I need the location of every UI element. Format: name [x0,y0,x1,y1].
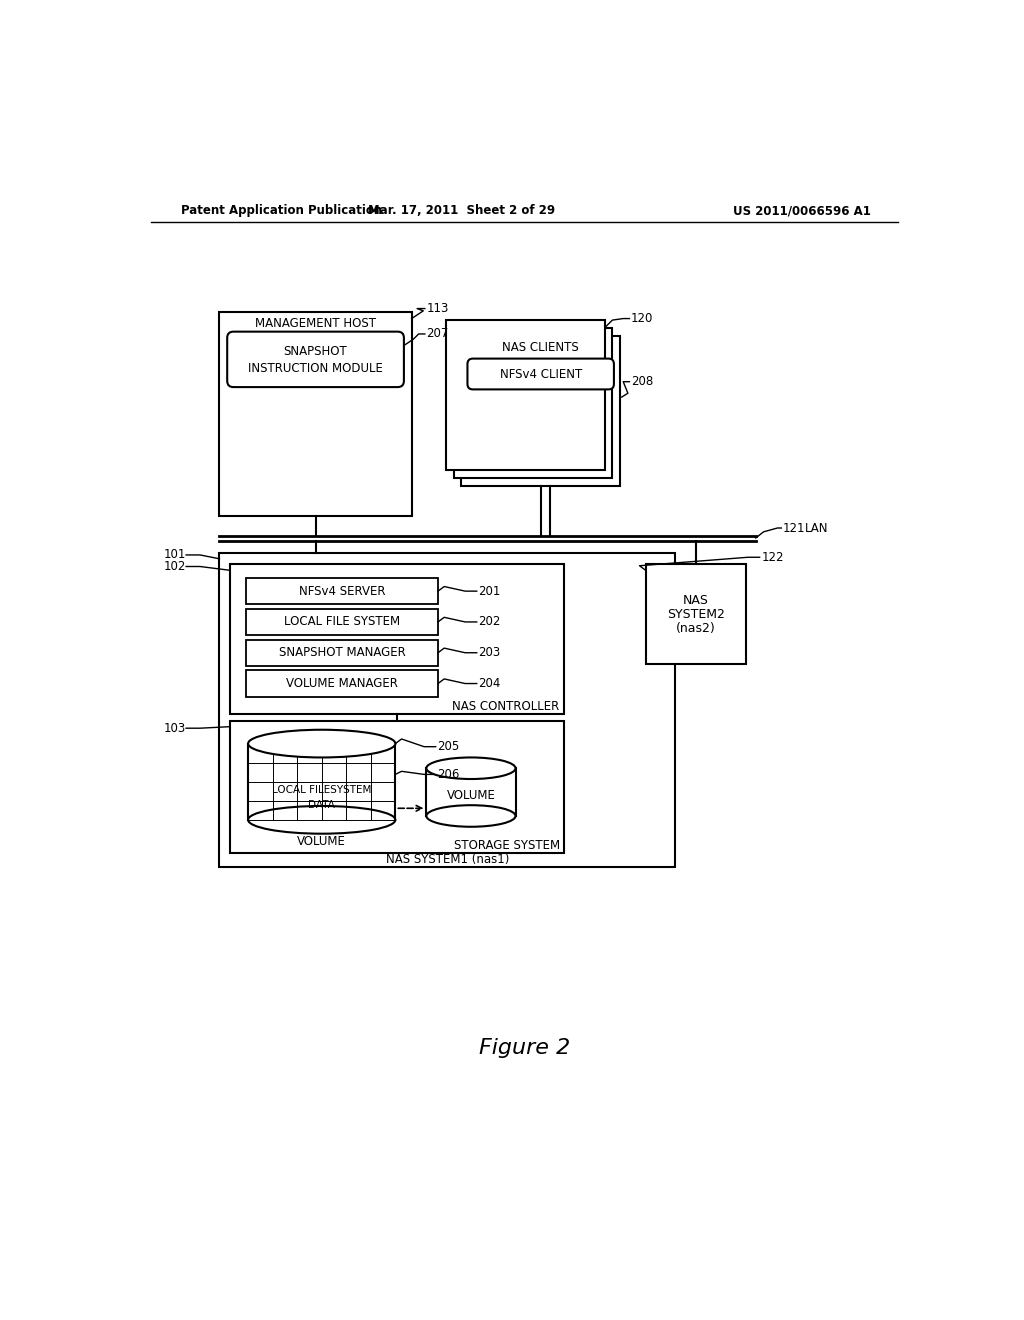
Bar [445,321,604,470]
Text: DATA: DATA [308,800,335,809]
Bar [246,609,438,635]
Text: 202: 202 [478,615,501,628]
Text: 113: 113 [426,302,449,315]
Ellipse shape [248,730,395,758]
Text: SNAPSHOT MANAGER: SNAPSHOT MANAGER [279,647,406,659]
Text: (nas2): (nas2) [676,622,716,635]
Text: NAS SYSTEM1 (nas1): NAS SYSTEM1 (nas1) [386,853,509,866]
Text: LOCAL FILE SYSTEM: LOCAL FILE SYSTEM [284,615,400,628]
Text: US 2011/0066596 A1: US 2011/0066596 A1 [733,205,871,218]
Text: 201: 201 [478,585,501,598]
Text: 103: 103 [164,722,186,735]
Text: VOLUME MANAGER: VOLUME MANAGER [286,677,398,690]
Bar [461,335,621,486]
Text: LOCAL FILESYSTEM: LOCAL FILESYSTEM [272,785,372,795]
Text: 206: 206 [437,768,460,781]
Text: 121: 121 [783,521,805,535]
Bar [246,640,438,665]
Text: INSTRUCTION MODULE: INSTRUCTION MODULE [248,362,383,375]
Bar [454,327,612,478]
Bar [646,564,746,664]
Text: NFSv4 CLIENT: NFSv4 CLIENT [500,367,582,380]
Text: VOLUME: VOLUME [446,788,496,801]
Text: Mar. 17, 2011  Sheet 2 of 29: Mar. 17, 2011 Sheet 2 of 29 [368,205,555,218]
Text: 101: 101 [164,548,186,561]
Bar [246,671,438,697]
Text: 203: 203 [478,647,501,659]
Text: NAS CONTROLLER: NAS CONTROLLER [453,700,560,713]
Text: SNAPSHOT: SNAPSHOT [284,345,347,358]
Bar [219,553,675,867]
FancyBboxPatch shape [467,359,614,389]
Text: STORAGE SYSTEM: STORAGE SYSTEM [454,838,560,851]
Text: Figure 2: Figure 2 [479,1038,570,1057]
Bar [219,313,412,516]
FancyBboxPatch shape [227,331,403,387]
Bar [426,768,515,816]
Text: VOLUME: VOLUME [297,834,346,847]
Text: Patent Application Publication: Patent Application Publication [180,205,382,218]
Text: 208: 208 [631,375,653,388]
Text: LAN: LAN [805,521,828,535]
Bar [248,743,395,820]
Text: 204: 204 [478,677,501,690]
Bar [230,564,563,714]
Text: 102: 102 [164,560,186,573]
Text: NAS CLIENTS: NAS CLIENTS [503,341,579,354]
Text: NAS: NAS [683,594,709,607]
Text: 122: 122 [761,550,783,564]
Text: 205: 205 [437,741,460,754]
Text: SYSTEM2: SYSTEM2 [668,607,725,620]
Ellipse shape [426,758,515,779]
Text: 120: 120 [631,312,653,325]
Text: 207: 207 [426,327,449,341]
Bar [246,578,438,605]
Text: MANAGEMENT HOST: MANAGEMENT HOST [255,317,376,330]
Text: NFSv4 SERVER: NFSv4 SERVER [299,585,385,598]
Bar [230,721,563,853]
